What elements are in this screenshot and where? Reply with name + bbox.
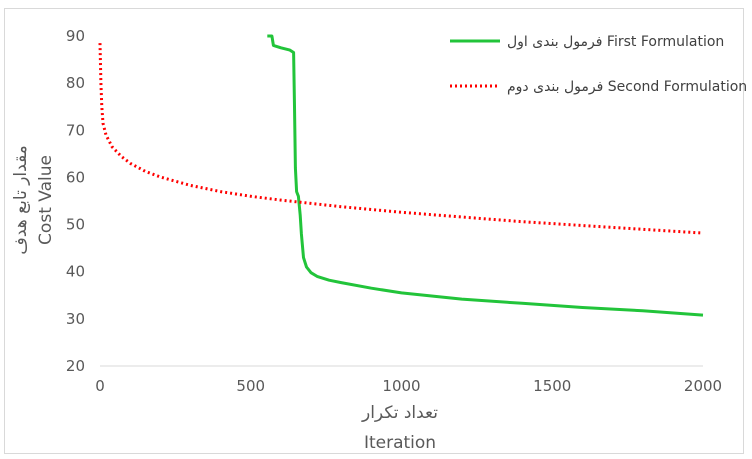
series-layer [98,34,704,317]
x-tick-label: 1500 [533,377,571,395]
series-line-second-formulation [98,43,704,235]
y-tick-label: 40 [66,263,85,281]
y-axis-title-english: Cost Value [36,155,56,245]
x-axis-ticks: 0 500 1000 1500 2000 [95,377,722,395]
legend-label-first-formulation: فرمول بندی اول First Formulation [507,34,724,50]
legend: فرمول بندی اول First Formulation فرمول ب… [450,34,747,95]
y-axis-title-persian: مقدار تابع هدف [11,145,31,255]
x-tick-label: 0 [95,377,105,395]
y-tick-label: 30 [66,310,85,328]
series-line-first-formulation [267,34,704,317]
y-tick-label: 20 [66,357,85,375]
x-tick-label: 2000 [684,377,722,395]
x-tick-label: 500 [236,377,265,395]
chart-frame [4,8,744,454]
y-tick-label: 70 [66,121,85,139]
x-axis-title-persian: تعداد تکرار [361,403,438,423]
y-tick-label: 60 [66,168,85,186]
y-tick-label: 90 [66,27,85,45]
y-tick-label: 80 [66,74,85,92]
x-tick-label: 1000 [382,377,420,395]
x-axis-title-english: Iteration [364,433,436,453]
y-tick-label: 50 [66,216,85,234]
legend-label-second-formulation: فرمول بندی دوم Second Formulation [507,79,747,95]
y-axis-ticks: 20 30 40 50 60 70 80 90 [66,27,85,375]
